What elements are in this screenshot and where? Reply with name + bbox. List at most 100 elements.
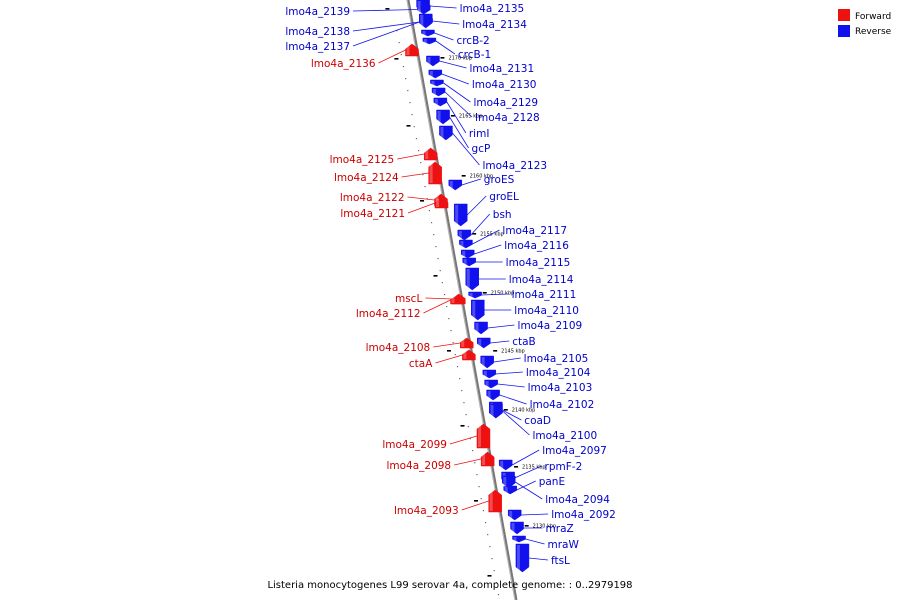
gene-feature xyxy=(462,257,476,267)
scale-tick xyxy=(461,175,466,177)
gene-feature xyxy=(503,485,517,495)
seq-dot xyxy=(491,558,493,560)
gene-feature xyxy=(471,299,485,321)
left-dash xyxy=(406,125,411,127)
gene-label: crcB-2 xyxy=(456,35,489,47)
seq-dot xyxy=(472,450,474,452)
gene-shade xyxy=(490,405,494,417)
seq-dot xyxy=(430,222,433,224)
label-connector xyxy=(528,557,548,561)
gene-shade xyxy=(509,511,513,519)
gene-feature xyxy=(510,521,524,535)
gene-shade xyxy=(489,491,493,511)
gene-shade xyxy=(475,323,479,333)
seq-dot xyxy=(448,318,450,320)
gene-label: lmo4a_2138 xyxy=(285,26,350,38)
gene-feature xyxy=(484,379,498,389)
gene-shade xyxy=(433,89,437,95)
scale-tick xyxy=(524,525,529,527)
seq-dot xyxy=(422,174,424,176)
gene-label: lmo4a_2103 xyxy=(528,382,593,394)
gene-feature xyxy=(439,125,453,141)
left-dash xyxy=(433,275,438,277)
gene-feature xyxy=(476,337,491,349)
gene-feature xyxy=(426,55,440,67)
gene-feature xyxy=(488,489,502,513)
gene-shade xyxy=(511,523,515,533)
scale-tick-label: 2135 kbp xyxy=(522,465,546,471)
seq-dot xyxy=(493,570,495,572)
gene-label: lmo4a_2131 xyxy=(469,63,534,75)
seq-dot xyxy=(418,150,420,152)
gene-label: groES xyxy=(484,174,515,186)
gene-label: lmo4a_2112 xyxy=(356,308,421,320)
seq-dot xyxy=(420,162,422,164)
gene-feature xyxy=(431,87,446,97)
gene-shade xyxy=(435,195,439,205)
gene-feature xyxy=(476,423,491,449)
label-connector xyxy=(481,293,509,296)
legend-forward-swatch xyxy=(838,9,850,21)
gene-shade xyxy=(463,259,467,265)
gene-shade xyxy=(440,127,444,139)
label-connector xyxy=(429,5,457,9)
gene-feature xyxy=(430,79,444,87)
label-connector xyxy=(449,435,478,445)
scale-tick-label: 2155 kbp xyxy=(480,232,504,238)
seq-dot xyxy=(398,42,400,44)
scale-tick-label: 2165 kbp xyxy=(459,114,483,120)
label-connector xyxy=(444,91,473,118)
gene-shade xyxy=(427,57,431,65)
gene-label: lmo4a_2104 xyxy=(526,367,591,379)
gene-shade xyxy=(420,15,424,27)
label-connector xyxy=(514,465,542,479)
gene-label: lmo4a_2136 xyxy=(311,58,376,70)
label-connector xyxy=(423,299,451,314)
position-dots xyxy=(385,8,500,596)
label-connector xyxy=(435,40,456,55)
seq-dot xyxy=(396,30,398,32)
label-connector xyxy=(525,538,545,545)
left-dash xyxy=(460,425,465,427)
scale-tick xyxy=(514,466,519,468)
seq-dot xyxy=(413,126,415,128)
gene-shade xyxy=(429,71,433,77)
seq-dot xyxy=(478,486,480,488)
seq-dot xyxy=(411,114,413,116)
gene-label: lmo4a_2105 xyxy=(524,353,589,365)
seq-dot xyxy=(402,66,405,68)
label-connector xyxy=(499,394,527,405)
gene-label: lmo4a_2137 xyxy=(285,41,350,53)
gene-shade xyxy=(516,545,520,571)
gene-shade xyxy=(478,339,482,347)
gene-label: ctaA xyxy=(409,358,433,370)
gene-feature xyxy=(512,535,526,543)
gene-label: mraW xyxy=(548,539,580,551)
left-dash xyxy=(487,575,492,577)
gene-shade xyxy=(503,477,507,487)
label-connector xyxy=(443,82,471,103)
gene-shade xyxy=(451,297,455,303)
scale-tick-label: 2150 kbp xyxy=(491,291,515,297)
gene-shade xyxy=(513,537,517,541)
gene-label: lmo4a_2115 xyxy=(506,257,571,269)
gene-label: lmo4a_2111 xyxy=(512,289,577,301)
gene-label: lmo4a_2135 xyxy=(460,3,525,15)
gene-shade xyxy=(429,163,433,183)
seq-dot xyxy=(446,306,448,308)
scale-tick-label: 2160 kbp xyxy=(470,174,494,180)
scale-tick xyxy=(440,57,445,59)
gene-label: lmo4a_2130 xyxy=(472,79,537,91)
gene-feature xyxy=(482,369,497,379)
gene-feature xyxy=(502,475,516,489)
gene-label: mscL xyxy=(395,293,422,305)
gene-label: lmo4a_2099 xyxy=(382,439,447,451)
label-connector xyxy=(487,324,515,329)
gene-label: lmo4a_2129 xyxy=(473,97,538,109)
gene-label: lmo4a_2102 xyxy=(530,399,595,411)
label-connector xyxy=(441,73,469,85)
seq-dot xyxy=(409,102,411,104)
seq-dot xyxy=(487,534,489,536)
seq-dot xyxy=(439,270,441,272)
seq-dot xyxy=(433,234,435,236)
